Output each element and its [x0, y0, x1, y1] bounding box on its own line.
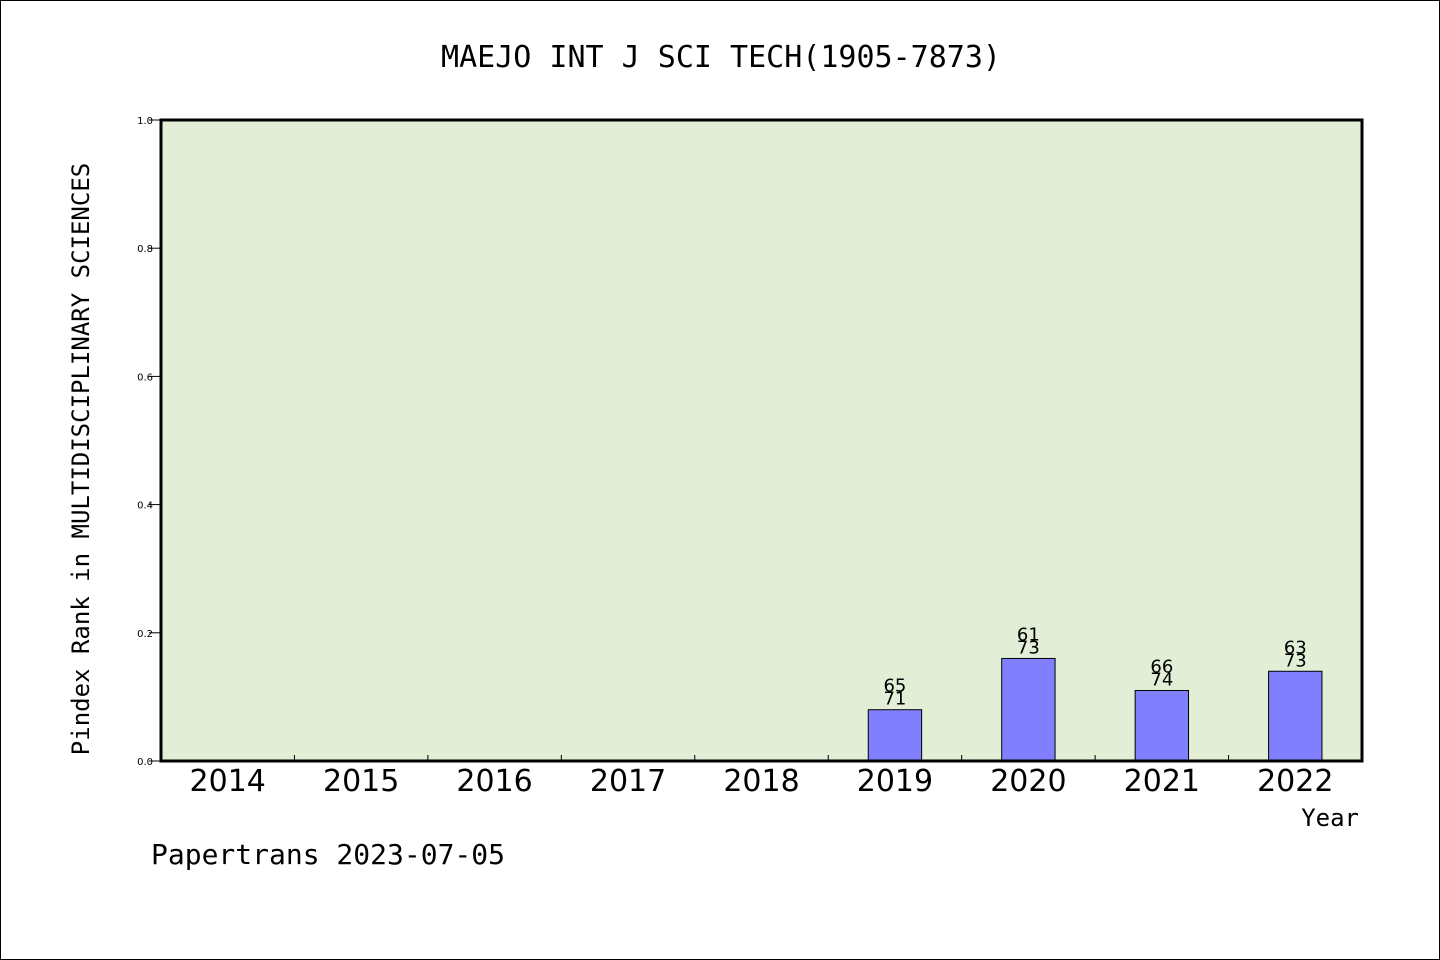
bar-label-bottom: 71 — [883, 689, 906, 710]
bar — [1268, 670, 1323, 762]
x-tick-label: 2015 — [323, 764, 399, 799]
bar-label-bottom: 73 — [1284, 650, 1307, 671]
y-tick-label: 0.0 — [137, 757, 153, 768]
x-tick-label: 2021 — [1124, 764, 1200, 799]
plot-border — [159, 118, 1364, 763]
y-tick-label: 0.8 — [137, 244, 153, 255]
y-tick-label: 0.4 — [137, 501, 153, 512]
bar-label-top: 66 — [1150, 656, 1173, 677]
x-tick-label: 2018 — [723, 764, 799, 799]
bar-label-bottom: 74 — [1150, 669, 1173, 690]
bar — [1001, 657, 1056, 762]
y-tick-label: 1.0 — [137, 116, 153, 127]
y-tick-label: 0.2 — [137, 629, 153, 640]
x-tick-label: 2017 — [590, 764, 666, 799]
x-tick-label: 2022 — [1257, 764, 1333, 799]
footer-text: Papertrans 2023-07-05 — [151, 838, 505, 871]
x-axis-label: Year — [1301, 804, 1359, 832]
bar — [1134, 689, 1190, 762]
bar-label-bottom: 73 — [1017, 637, 1040, 658]
x-tick-label: 2020 — [990, 764, 1066, 799]
x-ticks-group: 2014 2015 2016 2017 2018 2019 2020 2021 2022 — [190, 755, 1333, 799]
x-tick-label: 2019 — [857, 764, 933, 799]
y-tick-label: 0.6 — [137, 372, 153, 383]
y-ticks-group: 0.0 0.2 0.4 0.6 0.8 1.0 — [137, 116, 161, 768]
x-tick-label: 2016 — [456, 764, 532, 799]
chart-title: MAEJO INT J SCI TECH(1905-7873) — [441, 40, 1001, 75]
bar-label-top: 65 — [883, 676, 906, 697]
y-axis-label: Pindex Rank in MULTIDISCIPLINARY SCIENCE… — [67, 163, 95, 755]
plot-area — [161, 120, 1362, 761]
x-tick-label: 2014 — [190, 764, 266, 799]
bar — [867, 709, 923, 762]
bar-label-top: 61 — [1017, 624, 1040, 645]
bar-label-top: 63 — [1284, 637, 1307, 658]
